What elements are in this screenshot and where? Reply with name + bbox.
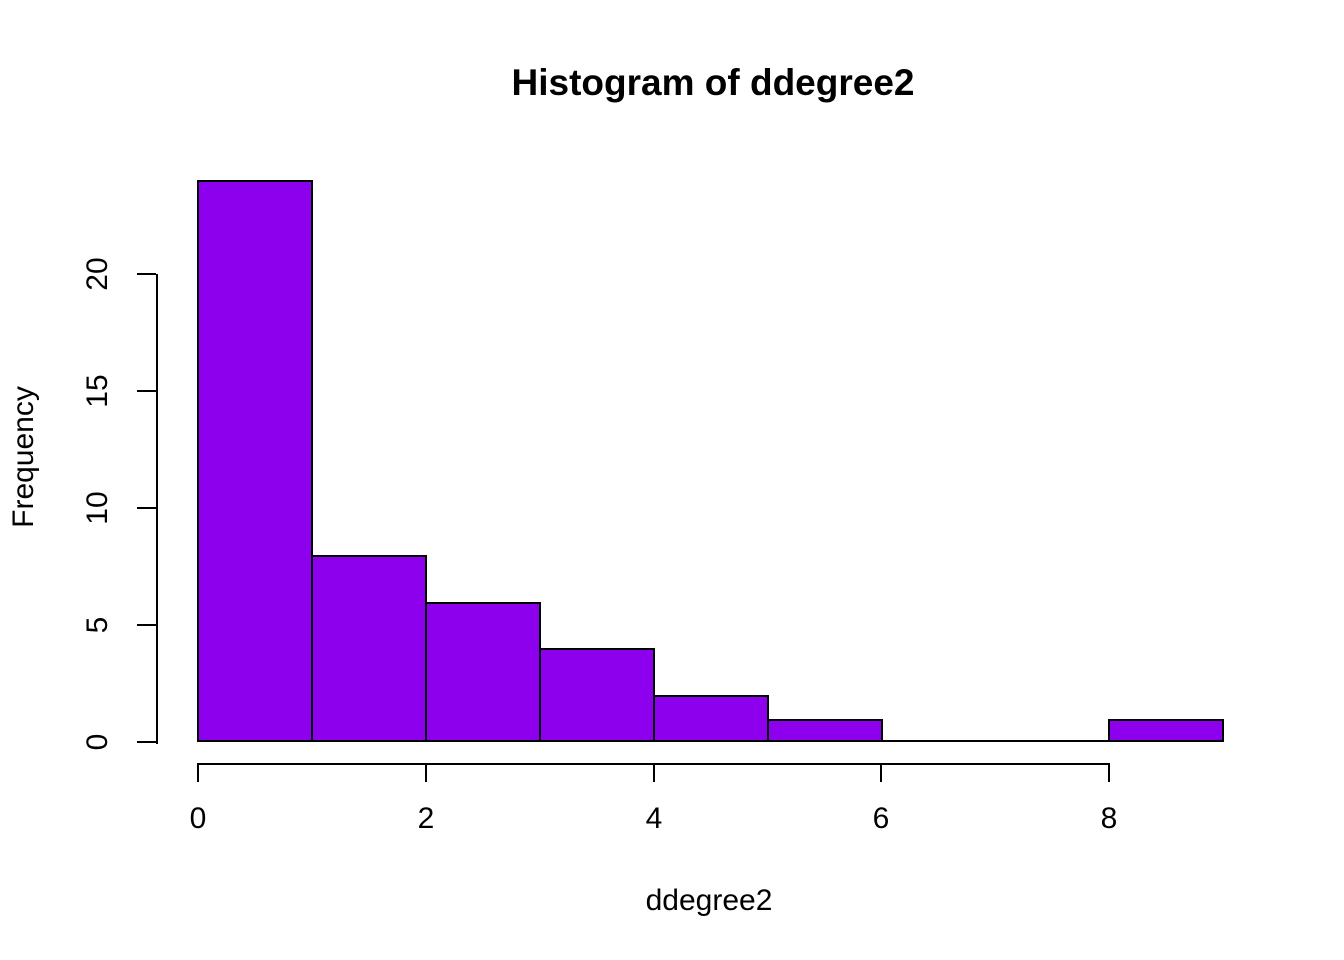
histogram-bar xyxy=(311,555,427,742)
y-tick-label: 0 xyxy=(81,733,114,751)
x-axis-tick xyxy=(1108,763,1110,782)
y-axis-tick xyxy=(137,624,156,626)
y-tick-label: 10 xyxy=(81,491,114,525)
histogram-bar xyxy=(767,719,883,742)
x-tick-label: 2 xyxy=(417,802,435,835)
x-tick-label: 4 xyxy=(645,802,663,835)
histogram-bar xyxy=(425,602,541,742)
histogram-bar xyxy=(653,695,769,742)
y-axis-line xyxy=(156,274,158,744)
x-axis-label: ddegree2 xyxy=(645,884,773,917)
histogram-bar xyxy=(539,648,655,742)
y-axis-tick xyxy=(137,507,156,509)
x-axis-tick xyxy=(653,763,655,782)
histogram-zero-bin-line xyxy=(995,740,1109,742)
x-axis-tick xyxy=(197,763,199,782)
y-axis-tick xyxy=(137,741,156,743)
x-axis-tick xyxy=(880,763,882,782)
x-tick-label: 8 xyxy=(1100,802,1118,835)
y-axis-tick xyxy=(137,273,156,275)
histogram-bar xyxy=(1108,719,1224,742)
histogram-bar xyxy=(197,180,313,742)
x-tick-label: 6 xyxy=(872,802,890,835)
y-axis-tick xyxy=(137,390,156,392)
chart-title: Histogram of ddegree2 xyxy=(511,62,915,103)
y-tick-label: 20 xyxy=(81,257,114,291)
x-axis-tick xyxy=(425,763,427,782)
y-tick-label: 5 xyxy=(81,616,114,634)
x-tick-label: 0 xyxy=(189,802,207,835)
y-axis-label: Frequency xyxy=(7,386,40,528)
histogram-zero-bin-line xyxy=(881,740,995,742)
y-tick-label: 15 xyxy=(81,374,114,408)
